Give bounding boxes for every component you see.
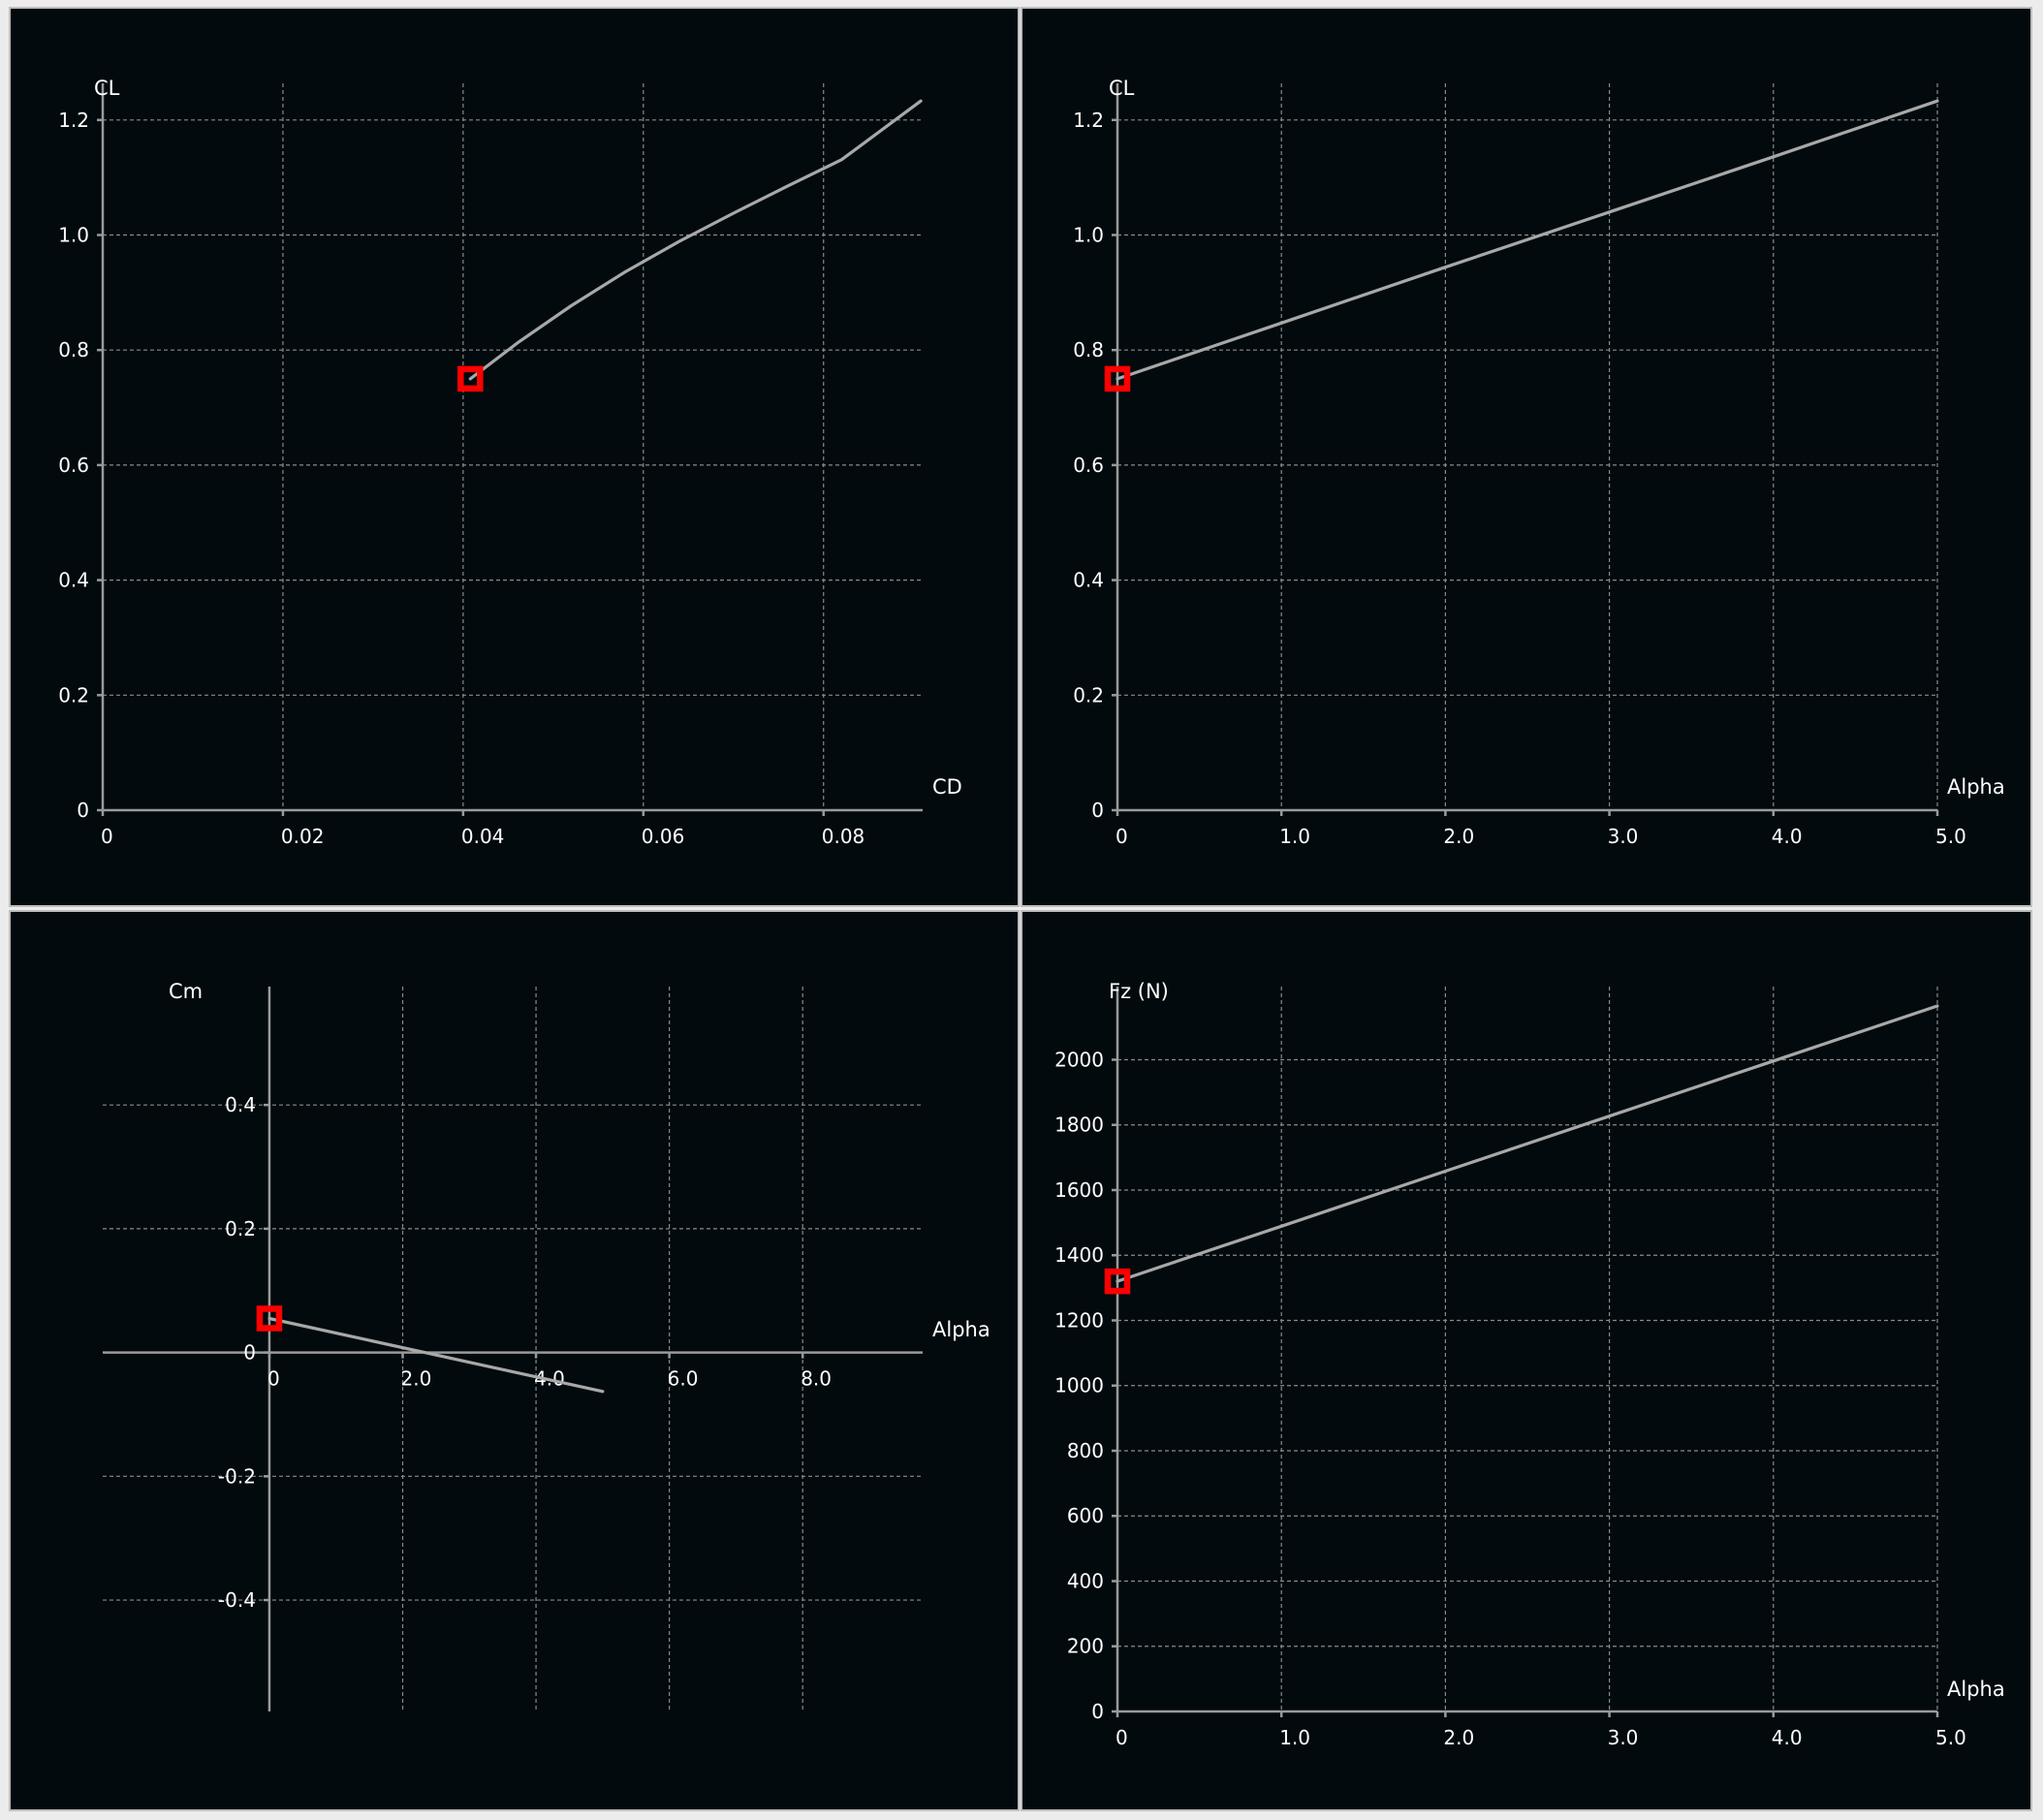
x-tick-label: 0.06 <box>642 825 685 848</box>
x-tick-label: 5.0 <box>1935 1726 1966 1749</box>
x-tick-label: 3.0 <box>1608 1726 1639 1749</box>
y-tick-label: 1.0 <box>1073 224 1104 247</box>
y-tick-label: 0 <box>77 799 89 822</box>
x-axis-title: Alpha <box>932 1318 990 1341</box>
y-axis-title: CL <box>94 77 120 100</box>
y-tick-label: 1.2 <box>1073 109 1104 132</box>
polar-curve <box>1116 1004 1939 1283</box>
y-tick-label: 1200 <box>1054 1308 1104 1332</box>
y-axis-title: CL <box>1109 77 1135 100</box>
axes <box>1112 83 1939 816</box>
y-tick-label: 400 <box>1067 1569 1104 1592</box>
y-tick-label: 0 <box>1091 1700 1104 1723</box>
x-tick-label: 8.0 <box>801 1367 832 1391</box>
y-tick-label: -0.4 <box>218 1588 256 1612</box>
cl-alpha-chart: 0 1.0 2.0 3.0 4.0 5.0 0 0.2 0.4 0.6 0.8 1.0 1.2 Alpha… <box>1073 77 2005 848</box>
operating-point-marker <box>457 365 484 392</box>
y-tick-label: 1600 <box>1054 1178 1104 1202</box>
cl-cd-graph-panel[interactable]: 0 0.02 0.04 0.06 0.08 0 0.2 0.4 0.6 0.8 1.0 1.2 CD CL <box>9 7 1020 907</box>
cl-cd-chart: 0 0.02 0.04 0.06 0.08 0 0.2 0.4 0.6 0.8 1.0 1.2 CD CL <box>58 77 962 848</box>
fz-alpha-chart: 0 1.0 2.0 3.0 4.0 5.0 0 200 400 600 800 1000 1200 140… <box>1054 980 2005 1749</box>
y-tick-label: 0.6 <box>1073 454 1104 477</box>
axes <box>1112 987 1939 1717</box>
x-tick-label: 2.0 <box>1443 1726 1474 1749</box>
y-tick-label: 0.6 <box>58 454 89 477</box>
y-tick-label: -0.2 <box>218 1464 256 1488</box>
y-tick-label: 0.8 <box>1073 338 1104 361</box>
cm-alpha-graph-panel[interactable]: 0 2.0 4.0 6.0 8.0 -0.4 -0.2 0 0.2 0.4 Alpha Cm <box>9 910 1020 1811</box>
cl-alpha-graph-panel[interactable]: 0 1.0 2.0 3.0 4.0 5.0 0 0.2 0.4 0.6 0.8 1.0 1.2 Alpha… <box>1021 7 2032 907</box>
polar-curve <box>267 1316 605 1394</box>
axes <box>103 987 923 1711</box>
x-tick-label: 0.02 <box>281 825 325 848</box>
y-tick-label: 1.2 <box>58 109 89 132</box>
x-tick-label: 0 <box>1116 825 1128 848</box>
y-tick-label: 200 <box>1067 1635 1104 1658</box>
y-tick-label: 0 <box>1091 799 1104 822</box>
y-tick-label: 1800 <box>1054 1114 1104 1137</box>
grid-lines <box>1117 83 1938 810</box>
operating-point-marker <box>1104 365 1131 392</box>
y-tick-label: 0.2 <box>225 1217 256 1240</box>
y-tick-label: 0.2 <box>1073 683 1104 706</box>
operating-point-marker <box>256 1305 283 1332</box>
x-tick-label: 0 <box>267 1367 280 1391</box>
y-tick-label: 0.4 <box>225 1093 256 1116</box>
x-tick-label: 6.0 <box>668 1367 699 1391</box>
polar-curve <box>468 99 923 381</box>
y-tick-label: 2000 <box>1054 1048 1104 1071</box>
x-tick-label: 4.0 <box>1772 1726 1803 1749</box>
y-tick-label: 1400 <box>1054 1243 1104 1267</box>
fz-alpha-graph-panel[interactable]: 0 1.0 2.0 3.0 4.0 5.0 0 200 400 600 800 1000 1200 140… <box>1021 910 2032 1811</box>
x-tick-label: 0.04 <box>461 825 505 848</box>
x-tick-label: 1.0 <box>1279 1726 1310 1749</box>
y-tick-label: 600 <box>1067 1504 1104 1527</box>
y-axis-title: Fz (N) <box>1109 980 1169 1003</box>
axes <box>97 83 923 816</box>
y-tick-label: 0.8 <box>58 338 89 361</box>
y-tick-label: 1000 <box>1054 1374 1104 1397</box>
operating-point-marker <box>1104 1268 1131 1295</box>
x-tick-label: 1.0 <box>1279 825 1310 848</box>
x-axis-title: Alpha <box>1947 1678 2005 1701</box>
x-tick-label: 2.0 <box>401 1367 432 1391</box>
x-tick-label: 0 <box>101 825 113 848</box>
y-axis-title: Cm <box>169 980 203 1003</box>
y-tick-label: 0.4 <box>1073 569 1104 592</box>
x-axis-title: Alpha <box>1947 775 2005 799</box>
x-tick-label: 4.0 <box>1772 825 1803 848</box>
y-tick-label: 800 <box>1067 1439 1104 1462</box>
x-tick-label: 5.0 <box>1935 825 1966 848</box>
x-tick-label: 0 <box>1116 1726 1128 1749</box>
y-tick-label: 0.2 <box>58 683 89 706</box>
x-axis-title: CD <box>932 775 962 799</box>
grid-lines <box>103 83 923 810</box>
grid-lines <box>1117 987 1938 1711</box>
x-tick-label: 2.0 <box>1443 825 1474 848</box>
y-tick-label: 0.4 <box>58 569 89 592</box>
y-tick-label: 0 <box>243 1341 256 1365</box>
x-tick-label: 0.08 <box>822 825 865 848</box>
x-tick-label: 3.0 <box>1608 825 1639 848</box>
y-tick-label: 1.0 <box>58 224 89 247</box>
polar-curve <box>1116 99 1939 381</box>
